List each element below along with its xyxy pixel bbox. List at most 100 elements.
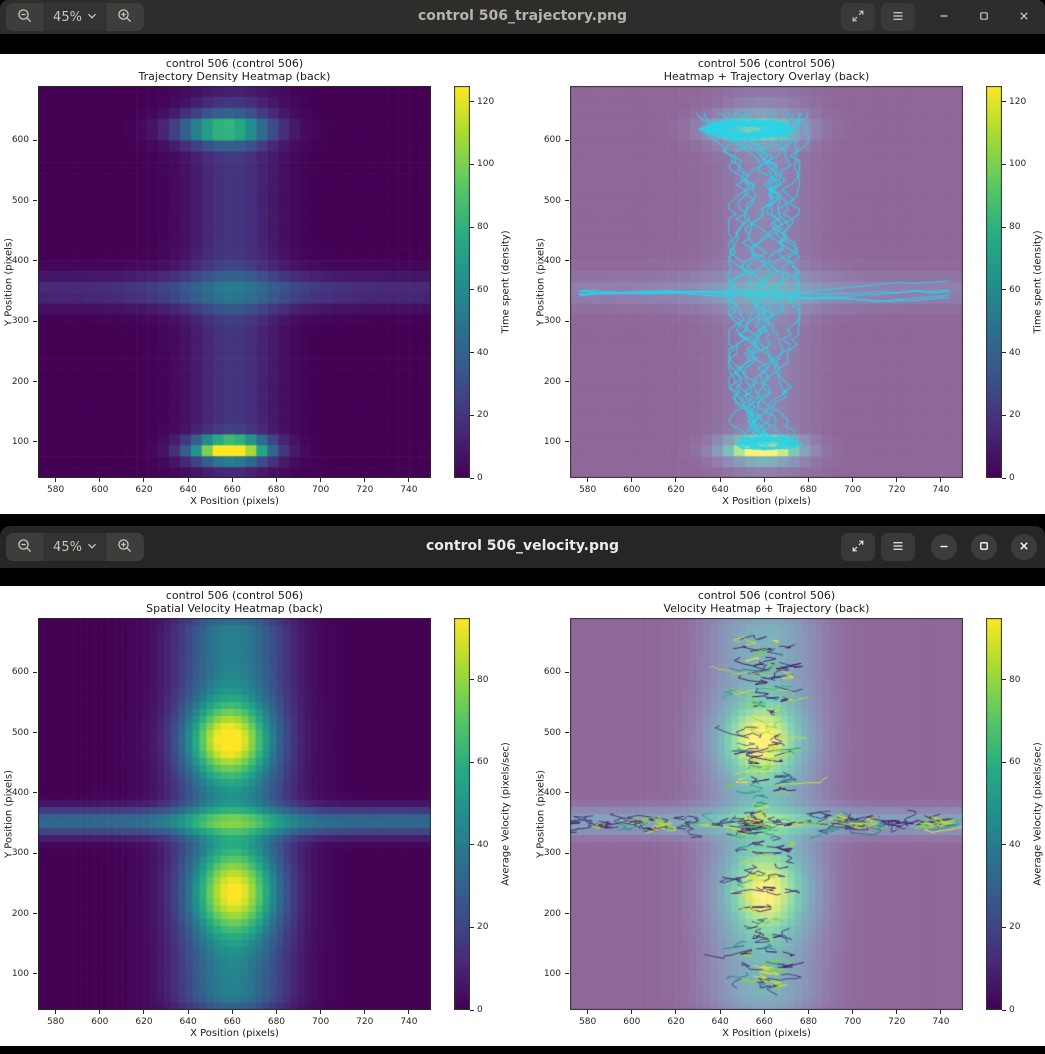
y-tick-label: 400 (543, 255, 561, 266)
y-tick-mark (33, 913, 37, 914)
y-tick-mark (33, 381, 37, 382)
x-tick-label: 680 (799, 1017, 818, 1027)
y-tick-mark (33, 792, 37, 794)
y-tick-mark (565, 671, 569, 673)
x-axis-label: X Position (pixels) (190, 1028, 279, 1039)
fullscreen-button[interactable] (841, 533, 875, 561)
zoom-in-button[interactable] (106, 3, 144, 31)
x-tick-mark (231, 478, 233, 482)
zoom-out-icon (17, 8, 33, 27)
colorbar-tick-mark (1002, 226, 1006, 228)
colorbar-tick-label: 120 (1009, 96, 1027, 107)
y-tick-mark (565, 852, 569, 854)
y-tick-label: 200 (543, 908, 561, 919)
colorbar-canvas (454, 618, 470, 1010)
colorbar-tick-label: 40 (1009, 839, 1021, 850)
x-tick-label: 620 (135, 485, 153, 495)
y-tick-label: 300 (11, 848, 29, 859)
zoom-in-button[interactable] (106, 533, 144, 561)
colorbar-canvas (454, 86, 470, 478)
zoom-level-dropdown[interactable]: 45% (44, 533, 106, 561)
y-tick-label: 200 (11, 908, 29, 919)
colorbar-tick-label: 80 (477, 674, 489, 685)
y-tick-label: 200 (543, 376, 561, 387)
y-tick-mark (565, 381, 569, 382)
x-tick-label: 640 (711, 1017, 729, 1027)
y-tick-mark (565, 973, 569, 975)
colorbar-tick-label: 100 (477, 159, 495, 170)
y-tick-mark (33, 732, 37, 734)
x-tick-mark (896, 1010, 898, 1014)
y-tick-label: 400 (11, 255, 29, 266)
zoom-out-button[interactable] (6, 533, 44, 561)
y-tick-label: 500 (543, 195, 561, 206)
colorbar-tick-mark (1002, 163, 1006, 165)
y-tick-mark (33, 139, 37, 141)
close-button[interactable] (1011, 534, 1037, 560)
window-title: control 506_velocity.png (426, 538, 619, 554)
x-tick-mark (675, 478, 677, 482)
x-tick-label: 720 (356, 1017, 374, 1027)
y-axis-label: Y Position (pixels) (535, 237, 547, 327)
y-axis-label: Y Position (pixels) (535, 769, 547, 859)
fullscreen-button[interactable] (841, 3, 875, 31)
x-tick-label: 700 (844, 1017, 862, 1027)
colorbar-tick-label: 20 (477, 410, 489, 421)
menu-button[interactable] (881, 533, 915, 561)
zoom-out-icon (17, 538, 33, 557)
zoom-in-icon (117, 538, 133, 557)
y-tick-mark (33, 200, 37, 202)
chevron-down-icon (87, 10, 97, 25)
maximize-button[interactable] (971, 534, 997, 560)
y-tick-mark (33, 973, 37, 975)
x-tick-label: 740 (932, 1017, 950, 1027)
zoom-in-icon (117, 8, 133, 27)
colorbar-tick-label: 20 (1009, 410, 1021, 421)
x-tick-mark (763, 478, 765, 482)
y-tick-label: 600 (543, 667, 561, 678)
minimize-icon (937, 9, 951, 26)
colorbar-tick-label: 60 (1009, 284, 1021, 295)
x-tick-label: 640 (179, 1017, 197, 1027)
plot-title-line2: Trajectory Density Heatmap (back) (138, 70, 331, 83)
plot-velocity-heatmap: control 506 (control 506) Spatial Veloci… (0, 586, 523, 1046)
x-tick-mark (364, 1010, 366, 1014)
x-tick-label: 740 (400, 1017, 418, 1027)
x-tick-label: 620 (135, 1017, 153, 1027)
colorbar-tick-label: 0 (477, 473, 483, 483)
x-tick-mark (143, 478, 145, 482)
minimize-button[interactable] (931, 534, 957, 560)
y-tick-label: 300 (543, 316, 561, 327)
x-tick-mark (587, 478, 589, 482)
colorbar-tick-mark (1002, 477, 1006, 479)
x-tick-mark (55, 1010, 57, 1014)
y-tick-label: 100 (11, 968, 29, 979)
minimize-button[interactable] (931, 4, 957, 30)
x-tick-mark (719, 478, 721, 482)
colorbar-tick-mark (470, 226, 474, 228)
y-tick-label: 200 (11, 376, 29, 387)
colorbar-tick-label: 40 (1009, 347, 1021, 358)
y-tick-label: 500 (11, 195, 29, 206)
colorbar-tick-mark (470, 414, 474, 416)
y-tick-mark (33, 441, 37, 443)
y-axis-label: Y Position (pixels) (3, 237, 15, 327)
maximize-button[interactable] (971, 4, 997, 30)
y-tick-label: 500 (11, 727, 29, 738)
colorbar-tick-label: 100 (1009, 159, 1027, 170)
zoom-level-dropdown[interactable]: 45% (44, 3, 106, 31)
plot-trajectory-density: control 506 (control 506) Trajectory Den… (0, 54, 523, 514)
x-tick-mark (55, 478, 57, 482)
zoom-out-button[interactable] (6, 3, 44, 31)
close-button[interactable] (1011, 4, 1037, 30)
x-tick-mark (763, 1010, 765, 1014)
colorbar-tick-mark (470, 1009, 474, 1011)
x-tick-label: 600 (623, 485, 641, 495)
menu-button[interactable] (881, 3, 915, 31)
window-titlebar-velocity: 45% control 506_velocity.png (0, 526, 1045, 568)
x-tick-mark (675, 1010, 677, 1014)
x-tick-label: 700 (312, 485, 330, 495)
x-tick-mark (364, 478, 366, 482)
x-tick-label: 620 (667, 1017, 685, 1027)
fullscreen-expand-icon (850, 8, 866, 27)
